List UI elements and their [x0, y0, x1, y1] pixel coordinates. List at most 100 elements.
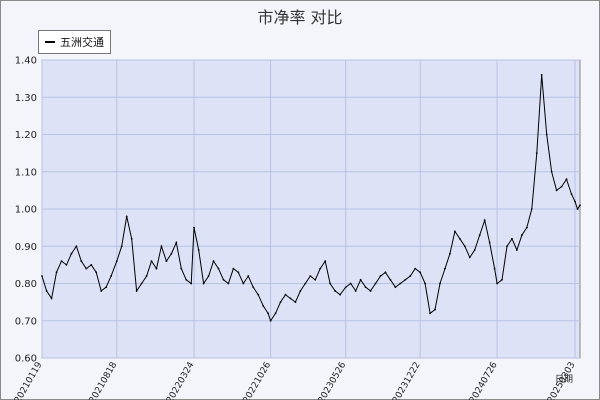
- data-point: [55, 271, 58, 274]
- data-point: [90, 263, 93, 266]
- legend-label: 五洲交通: [60, 36, 104, 49]
- data-point: [274, 312, 277, 315]
- data-point: [314, 278, 317, 281]
- data-point: [478, 234, 481, 236]
- y-tick-label: 0.80: [15, 279, 37, 290]
- chart-title: 市净率 对比: [257, 8, 343, 27]
- data-point: [50, 297, 53, 300]
- grid: [41, 59, 580, 359]
- data-point: [41, 275, 43, 277]
- x-tick-label: 20220324: [165, 360, 197, 400]
- data-point: [458, 237, 461, 240]
- data-point: [257, 293, 260, 296]
- data-point: [309, 275, 312, 277]
- y-axis-ticks: 0.60 0.70 0.80 0.90 1.00 1.10 1.20 1.30 1.40: [15, 56, 37, 365]
- data-point: [344, 286, 347, 289]
- data-point: [247, 275, 250, 277]
- data-point: [212, 260, 215, 263]
- data-point: [125, 215, 128, 218]
- data-point: [304, 282, 307, 285]
- data-point: [414, 267, 417, 270]
- x-tick-label: 20210119: [13, 360, 45, 400]
- data-point: [237, 271, 240, 274]
- data-point: [80, 260, 83, 263]
- data-point: [444, 267, 446, 270]
- y-tick-label: 1.30: [15, 93, 37, 104]
- y-tick-label: 1.40: [15, 56, 37, 67]
- series-line: [41, 74, 581, 322]
- data-point: [496, 282, 498, 285]
- data-point: [535, 152, 538, 155]
- data-point: [60, 260, 63, 263]
- data-point: [463, 245, 466, 248]
- data-point: [319, 267, 322, 270]
- y-tick-label: 0.60: [15, 354, 37, 365]
- data-point: [193, 226, 195, 229]
- data-point: [374, 282, 377, 285]
- legend-swatch: [45, 41, 55, 43]
- data-point: [349, 282, 352, 285]
- data-point: [180, 267, 183, 270]
- data-point: [488, 241, 491, 244]
- data-point: [269, 319, 272, 322]
- data-point: [324, 260, 327, 263]
- data-point: [439, 282, 441, 285]
- data-point: [197, 249, 200, 251]
- data-point: [555, 189, 558, 192]
- data-point: [540, 74, 543, 76]
- data-point: [150, 260, 153, 263]
- data-point: [45, 290, 48, 292]
- data-point: [434, 308, 436, 311]
- data-point: [384, 271, 387, 274]
- data-point: [334, 290, 337, 292]
- data-point: [145, 275, 148, 277]
- series-points: [41, 74, 581, 322]
- data-point: [429, 312, 431, 315]
- data-point: [202, 282, 205, 285]
- data-point: [404, 278, 407, 281]
- data-point: [232, 267, 235, 270]
- data-point: [175, 241, 178, 244]
- chart-legend: 五洲交通: [38, 30, 111, 54]
- x-tick-label: 20230526: [317, 360, 349, 400]
- data-point: [299, 290, 302, 292]
- data-point: [501, 278, 503, 281]
- data-point: [339, 293, 341, 296]
- data-point: [570, 193, 573, 196]
- data-point: [110, 275, 113, 277]
- data-point: [100, 290, 103, 292]
- data-point: [354, 290, 357, 292]
- data-point: [525, 226, 528, 229]
- data-point: [379, 275, 382, 277]
- data-point: [155, 267, 158, 270]
- data-point: [190, 282, 193, 285]
- data-point: [419, 271, 422, 274]
- x-tick-label: 20210818: [88, 360, 120, 400]
- data-point: [242, 282, 245, 285]
- data-point: [545, 133, 548, 136]
- data-point: [409, 275, 412, 277]
- data-point: [424, 282, 427, 285]
- data-point: [576, 208, 579, 210]
- data-point: [120, 245, 123, 248]
- data-point: [217, 267, 220, 270]
- data-point: [389, 278, 392, 281]
- data-point: [473, 249, 476, 251]
- data-point: [267, 312, 270, 315]
- x-tick-label: 20240726: [468, 360, 500, 400]
- data-point: [530, 208, 533, 210]
- data-point: [560, 185, 563, 188]
- data-point: [207, 275, 210, 277]
- data-point: [165, 260, 168, 263]
- x-axis-label: 日期: [555, 374, 573, 385]
- data-point: [185, 278, 188, 281]
- x-tick-label: 20221026: [242, 360, 274, 400]
- data-point: [284, 293, 287, 296]
- data-point: [95, 271, 98, 274]
- data-point: [262, 304, 265, 307]
- data-point: [75, 245, 78, 248]
- data-point: [493, 267, 496, 270]
- data-point: [565, 178, 568, 181]
- data-point: [453, 230, 456, 233]
